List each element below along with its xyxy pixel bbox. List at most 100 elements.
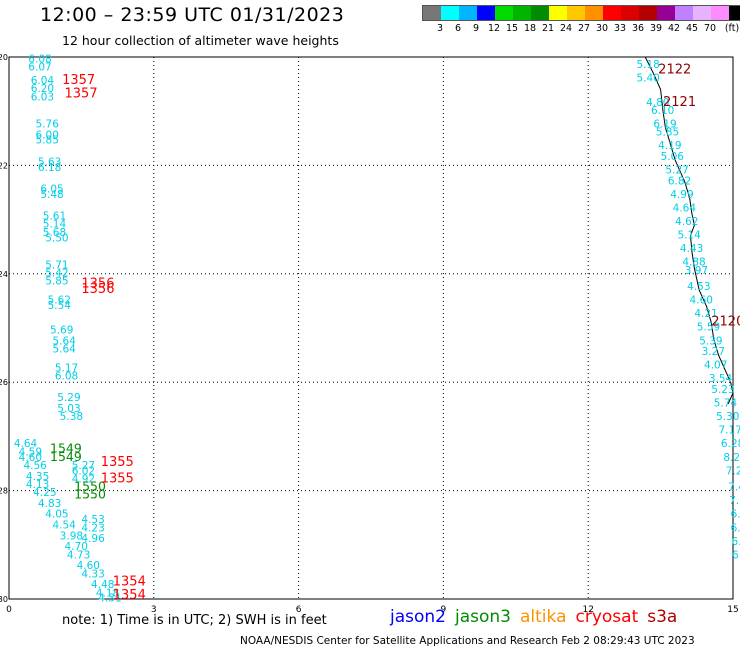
legend-swatch [693, 6, 711, 20]
swh-value: 4.83 [38, 498, 61, 510]
jason3-track-label: 1550 [74, 479, 106, 494]
swh-value: 6. [732, 536, 740, 548]
swh-value: 5.17 [55, 362, 78, 374]
swh-value: 5.23 [711, 384, 734, 396]
swh-value: 3.27 [702, 346, 725, 358]
swh-value: 4.62 [675, 216, 698, 228]
satellite-name: s3a [647, 607, 678, 627]
swh-value: 5.42 [45, 268, 68, 280]
legend-swatch [477, 6, 495, 20]
swh-value: 6.82 [668, 175, 691, 187]
swh-value: 4.18 [96, 587, 119, 599]
swh-value: 6 [732, 549, 739, 561]
swh-value: 4.73 [67, 549, 90, 561]
plot-frame [8, 56, 734, 600]
legend-label: 3 [436, 23, 444, 34]
swh-value: 4.05 [45, 509, 68, 521]
swh-value: 5.18 [636, 59, 659, 71]
swh-value: 4.80 [646, 97, 669, 109]
swh-value: 4.35 [26, 471, 49, 483]
cryosat-track-label: 1355 [101, 455, 134, 470]
jason3-track-label: 1549 [50, 441, 82, 456]
swh-value: 6.18 [38, 162, 61, 174]
legend-swatch [729, 6, 740, 20]
cryosat-track-label: 1357 [65, 87, 98, 102]
swh-value: 6.04 [31, 75, 55, 87]
legend-swatch [513, 6, 531, 20]
swh-value: 7.17 [719, 425, 740, 437]
legend-swatch [549, 6, 567, 20]
credit-line: NOAA/NESDIS Center for Satellite Applica… [240, 635, 695, 647]
coastline [644, 56, 734, 405]
s3a-track-label: 2122 [658, 62, 691, 77]
satellite-name: altika [520, 607, 567, 627]
swh-value: 4.07 [704, 360, 727, 372]
swh-value: 4.60 [77, 560, 100, 572]
swh-value: 5.71 [45, 259, 68, 271]
legend-label: 24 [559, 23, 573, 34]
legend-swatch [567, 6, 585, 20]
cryosat-track-label: 1356 [81, 276, 114, 291]
swh-value: 5.85 [656, 127, 679, 139]
cryosat-track-label: 1356 [81, 282, 114, 297]
x-tick-label: 12 [582, 605, 593, 615]
swh-value: 6.20 [31, 83, 54, 95]
legend-swatch [675, 6, 693, 20]
swh-value: 5.27 [72, 460, 95, 472]
swh-value: 7.24 [726, 465, 740, 477]
swh-value: 5.29 [57, 392, 80, 404]
swh-value: 4.92 [72, 473, 95, 485]
legend-swatch [531, 6, 549, 20]
legend-label: 42 [667, 23, 681, 34]
legend-label: 33 [613, 23, 627, 34]
legend-swatch [495, 6, 513, 20]
swh-value: 5.68 [43, 227, 66, 239]
swh-value: 5.40 [636, 72, 659, 84]
swh-value: 4.48 [91, 579, 114, 591]
y-tick-label: -24 [0, 270, 8, 279]
swh-value: 4.13 [26, 479, 49, 491]
x-tick-label: 9 [441, 605, 447, 615]
cryosat-track-label: 1355 [101, 471, 134, 486]
color-legend: 3 6 9 12 15 18 21 24 27 30 33 36 39 42 45 70 (ft) [422, 5, 740, 35]
swh-value: 4.99 [670, 189, 693, 201]
swh-value: 5.38 [60, 411, 83, 423]
swh-value: 6.19 [653, 118, 676, 130]
legend-swatch [657, 6, 675, 20]
swh-value: 4.33 [81, 568, 104, 580]
x-tick-label: 0 [6, 605, 12, 615]
swh-value: 5.39 [699, 335, 722, 347]
swh-value: 4.25 [33, 487, 56, 499]
swh-value: 6.02 [72, 465, 95, 477]
legend-swatch [459, 6, 477, 20]
y-tick-label: -22 [0, 161, 8, 170]
swh-value: 4.56 [23, 460, 47, 472]
swh-value: 3.97 [685, 265, 708, 277]
swh-value: 6.05 [40, 184, 63, 196]
legend-swatches [422, 5, 740, 21]
swh-value: 4.53 [687, 281, 710, 293]
legend-label: 70 [703, 23, 717, 34]
y-tick-label: -20 [0, 53, 8, 62]
satellite-name: jason2 [390, 607, 446, 627]
y-tick-label: -26 [0, 378, 8, 387]
jason3-track-label: 1550 [74, 487, 106, 502]
satellite-name: cryosat [575, 607, 639, 627]
legend-label: 39 [649, 23, 663, 34]
jason3-track-label: 1549 [50, 449, 82, 464]
swh-value: 4.60 [690, 295, 713, 307]
legend-swatch [639, 6, 657, 20]
swh-value: 4.60 [19, 452, 42, 464]
legend-swatch [423, 6, 441, 20]
swh-value: 4.43 [680, 243, 703, 255]
legend-label: 18 [523, 23, 537, 34]
swh-value: 3.54 [709, 373, 733, 385]
swh-value: 6.08 [55, 370, 78, 382]
swh-value: 5.27 [665, 165, 688, 177]
s3a-track-label: 2120 [711, 314, 740, 329]
map-subtitle: 12 hour collection of altimeter wave hei… [62, 33, 339, 48]
swh-value: 5.69 [50, 324, 73, 336]
swh-value: 5.62 [48, 295, 71, 307]
swh-value: 5.54 [48, 300, 72, 312]
